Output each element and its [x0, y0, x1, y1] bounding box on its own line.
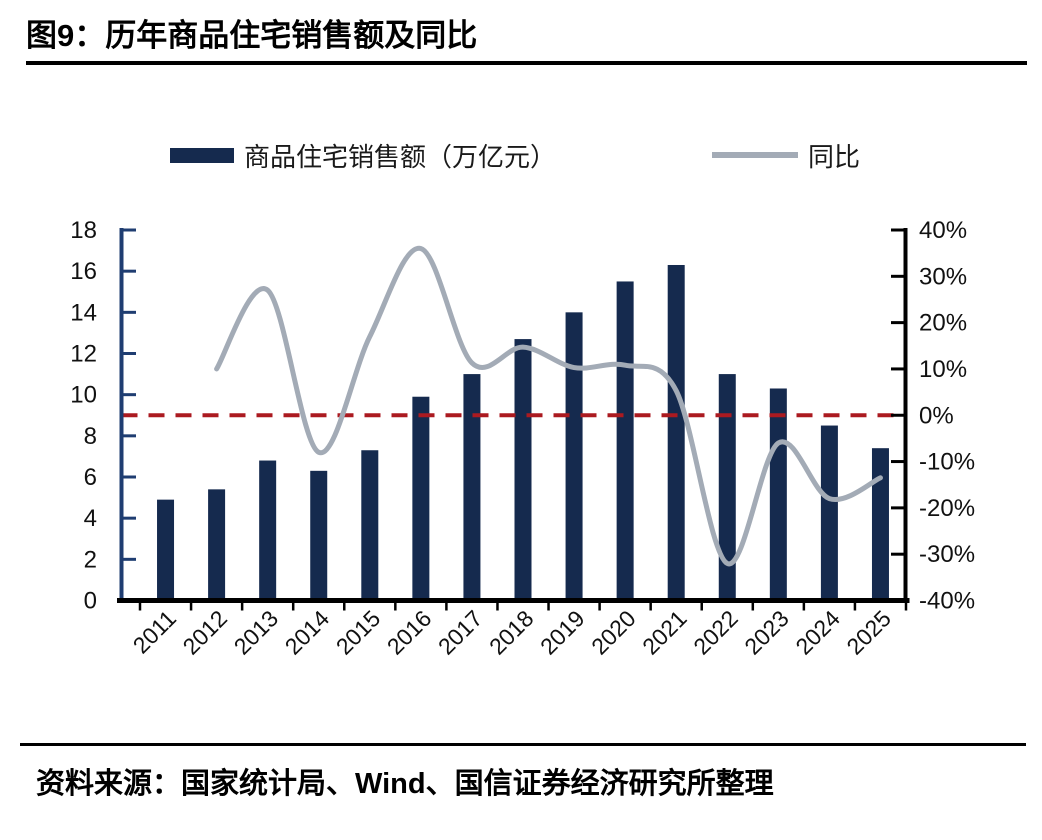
x-axis-year-label: 2024 — [790, 605, 845, 660]
x-axis-year-label: 2014 — [280, 605, 335, 660]
legend-sales-label: 商品住宅销售额（万亿元） — [244, 141, 557, 172]
bar-2025 — [871, 448, 889, 602]
bar-2017 — [463, 374, 481, 602]
title-divider — [26, 61, 1027, 65]
legend-item-yoy: 同比 — [712, 138, 860, 172]
source-note: 资料来源：国家统计局、Wind、国信证券经济研究所整理 — [36, 768, 774, 800]
x-axis-year-label: 2023 — [739, 605, 794, 660]
x-axis-year-label: 2012 — [178, 605, 233, 660]
x-axis-year-label: 2018 — [484, 605, 539, 660]
right-axis-label: -10% — [919, 449, 975, 476]
left-axis-label: 4 — [84, 505, 97, 532]
right-axis-label: -20% — [919, 495, 975, 522]
figure-title: 图9：历年商品住宅销售额及同比 — [26, 18, 478, 53]
bar-2024 — [820, 425, 838, 602]
x-axis-year-label: 2022 — [688, 605, 743, 660]
x-axis-year-label: 2019 — [535, 605, 590, 660]
bar-2013 — [259, 460, 277, 602]
legend-item-sales: 商品住宅销售额（万亿元） — [170, 138, 556, 172]
right-axis-label: 20% — [919, 310, 967, 337]
x-axis-year-label: 2020 — [586, 605, 641, 660]
line-swatch-icon — [712, 152, 798, 158]
left-axis-label: 18 — [70, 217, 97, 244]
left-axis-label: 14 — [70, 299, 97, 326]
bar-2012 — [208, 489, 226, 602]
right-axis-label: -30% — [919, 541, 975, 568]
x-axis-year-label: 2011 — [128, 605, 181, 658]
left-axis-label: 0 — [84, 588, 97, 615]
left-axis-label: 16 — [70, 258, 97, 285]
bar-2014 — [310, 470, 328, 602]
right-axis-label: -40% — [919, 588, 975, 615]
left-axis-label: 2 — [84, 546, 97, 573]
x-axis-year-label: 2016 — [382, 605, 437, 660]
right-axis-label: 0% — [919, 402, 954, 429]
x-axis-year-label: 2021 — [637, 605, 692, 660]
left-axis-label: 12 — [70, 341, 97, 368]
right-axis-label: 40% — [919, 217, 967, 244]
bar-2016 — [412, 396, 430, 602]
x-axis-year-label: 2015 — [331, 605, 386, 660]
right-axis-label: 30% — [919, 263, 967, 290]
x-axis-year-label: 2025 — [841, 605, 896, 660]
bar-2015 — [361, 450, 379, 602]
x-axis-year-label: 2017 — [433, 605, 488, 660]
bar-2011 — [157, 499, 175, 602]
left-axis-label: 8 — [84, 423, 97, 450]
x-axis-year-label: 2013 — [229, 605, 284, 660]
right-axis-label: 10% — [919, 356, 967, 383]
left-axis-label: 6 — [84, 464, 97, 491]
bar-2020 — [616, 281, 634, 602]
legend-yoy-label: 同比 — [808, 141, 861, 172]
yoy-line — [214, 246, 883, 566]
bar-2023 — [769, 388, 787, 602]
bar-2022 — [718, 374, 736, 602]
left-axis-label: 10 — [70, 382, 97, 409]
bar-2021 — [667, 264, 685, 602]
chart-legend: 商品住宅销售额（万亿元） 同比 — [0, 138, 1042, 176]
bar-swatch-icon — [170, 147, 234, 163]
footer-divider — [20, 743, 1026, 746]
bar-2019 — [565, 312, 583, 602]
bar-2018 — [514, 339, 532, 602]
